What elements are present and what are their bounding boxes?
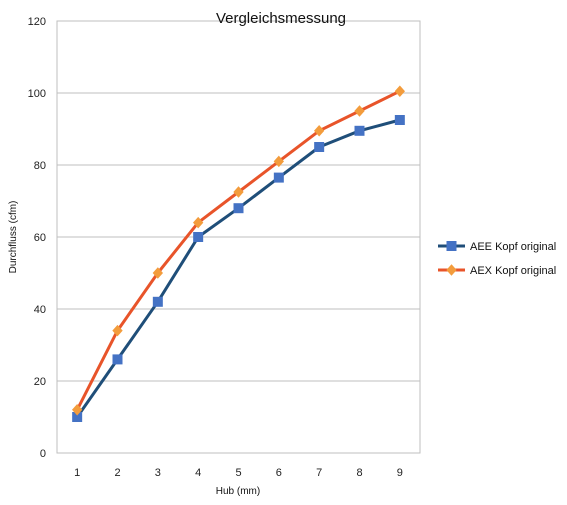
data-point <box>354 105 365 117</box>
y-tick-label: 80 <box>34 160 46 172</box>
data-point <box>313 125 325 137</box>
x-tick-label: 6 <box>276 467 282 479</box>
data-point <box>152 296 163 307</box>
data-point <box>273 172 284 183</box>
legend-marker <box>446 241 457 251</box>
legend-label: AEX Kopf original <box>470 265 556 277</box>
x-tick-label: 7 <box>316 467 322 479</box>
data-point <box>314 142 325 152</box>
series-1 <box>72 115 405 422</box>
legend-item-1: AEE Kopf original <box>438 241 556 253</box>
series-layer <box>71 85 406 422</box>
chart-title: Vergleichsmessung <box>216 10 346 27</box>
y-tick-label: 40 <box>34 304 46 316</box>
data-point <box>233 203 244 214</box>
data-point <box>152 267 164 279</box>
data-point <box>233 186 244 198</box>
x-tick-label: 8 <box>356 467 362 479</box>
legend: AEE Kopf original AEX Kopf original <box>438 241 556 277</box>
x-tick-label: 4 <box>195 467 201 479</box>
x-tick-label: 2 <box>114 467 120 479</box>
data-point <box>112 324 123 337</box>
x-tick-label: 5 <box>235 467 241 479</box>
data-point <box>112 354 123 365</box>
data-point <box>354 125 365 136</box>
legend-marker <box>446 264 457 276</box>
data-point <box>193 232 204 242</box>
y-axis: 0 20 40 60 80 100 120 <box>28 16 46 460</box>
y-tick-label: 0 <box>40 448 46 460</box>
x-axis-title: Hub (mm) <box>216 486 260 497</box>
data-point <box>273 155 285 168</box>
y-axis-title: Durchfluss (cfm) <box>8 201 19 274</box>
data-point <box>394 115 405 125</box>
gridlines <box>57 92 420 382</box>
y-tick-label: 100 <box>28 88 46 100</box>
legend-item-2: AEX Kopf original <box>438 264 556 277</box>
legend-label: AEE Kopf original <box>470 241 556 253</box>
x-axis: 1 2 3 4 5 6 7 8 9 <box>74 467 403 479</box>
y-tick-label: 60 <box>34 232 46 244</box>
x-tick-label: 9 <box>397 467 403 479</box>
series-2 <box>71 85 406 416</box>
y-tick-label: 20 <box>34 376 46 388</box>
y-tick-label: 120 <box>28 16 46 28</box>
data-point <box>192 216 204 229</box>
x-tick-label: 3 <box>155 467 161 479</box>
x-tick-label: 1 <box>74 467 80 479</box>
data-point <box>394 85 406 97</box>
data-point <box>71 404 83 416</box>
